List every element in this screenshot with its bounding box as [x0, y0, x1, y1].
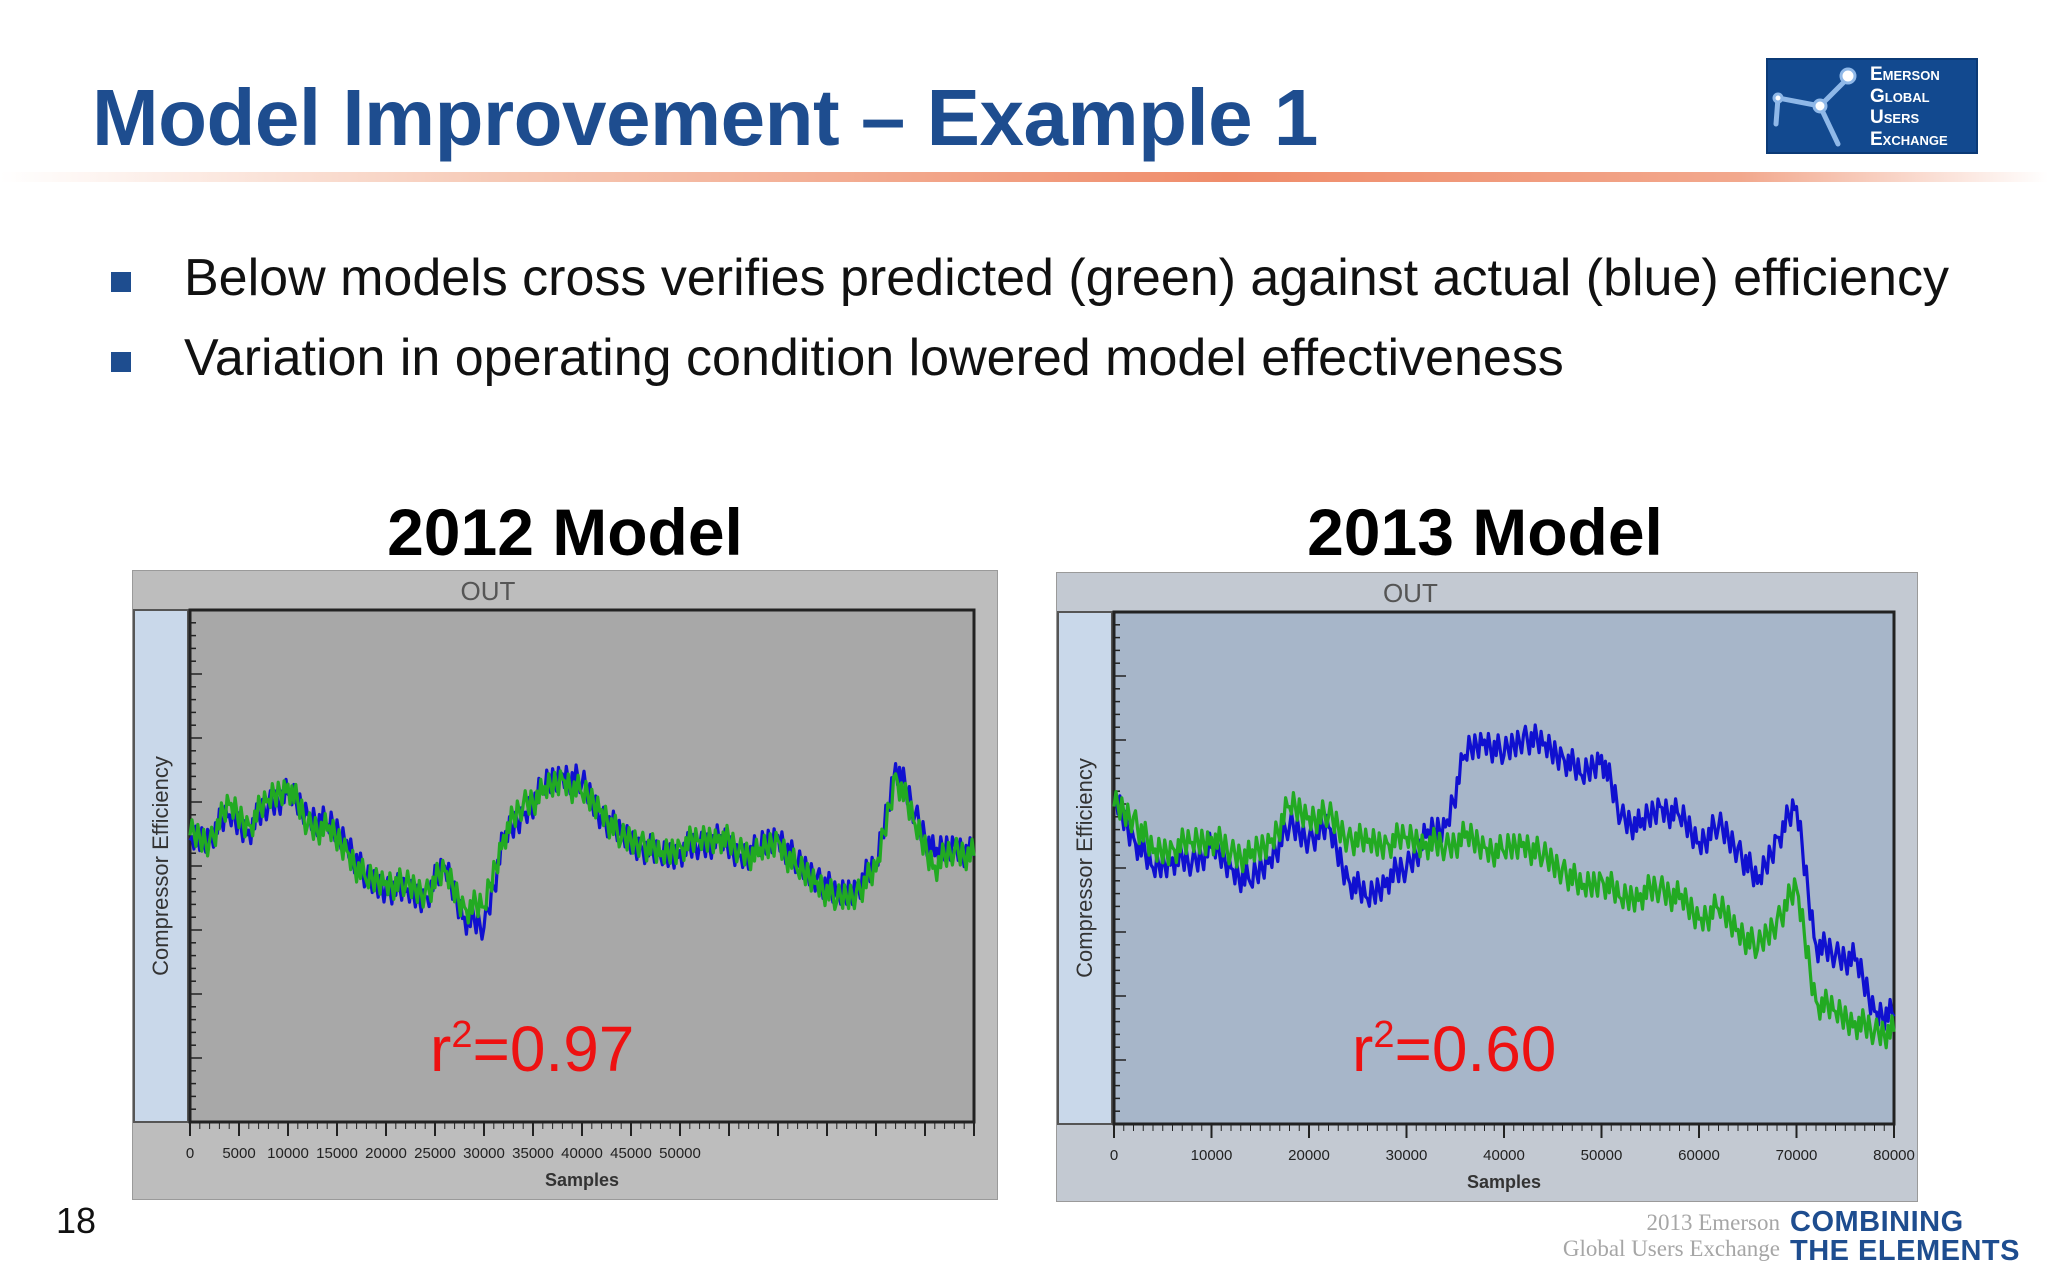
ylabel-band: [133, 609, 189, 1123]
footer-tagline: COMBINING THE ELEMENTS: [1790, 1208, 2020, 1266]
x-tick-label: 70000: [1776, 1147, 1818, 1164]
x-tick-label: 30000: [1386, 1147, 1428, 1164]
r2-annotation-2012: r2=0.97: [430, 1012, 634, 1086]
emerson-logo: Emerson Global Users Exchange: [1766, 58, 1978, 154]
chart-2013-model: OUT Compressor Efficiency 0 10000 20000 30000…: [1056, 572, 1918, 1202]
x-tick-label: 0: [186, 1145, 194, 1162]
x-tick-label: 50000: [659, 1145, 701, 1162]
series-line-actual: [1113, 723, 1896, 1032]
x-tick-label: 20000: [1288, 1147, 1330, 1164]
r2-annotation-2013: r2=0.60: [1352, 1012, 1556, 1086]
x-tick-label: 5000: [222, 1145, 255, 1162]
chart-title-2013: 2013 Model: [1307, 495, 1663, 569]
x-axis-label: Samples: [545, 1170, 619, 1190]
x-tick-label: 30000: [463, 1145, 505, 1162]
footer-line: Global Users Exchange: [1562, 1236, 1780, 1261]
x-tick-label: 40000: [561, 1145, 603, 1162]
x-axis-label: Samples: [1467, 1172, 1541, 1192]
bullet-item: Variation in operating condition lowered…: [108, 324, 1968, 392]
logo-line: Exchange: [1870, 128, 1948, 150]
x-tick-label: 0: [1110, 1147, 1118, 1164]
footer-tagline-line: THE ELEMENTS: [1790, 1235, 2020, 1267]
footer-tagline-line: COMBINING: [1790, 1206, 1964, 1238]
r2-sup: 2: [1373, 1014, 1395, 1056]
logo-line: Emerson: [1870, 64, 1940, 85]
r2-base: r: [1352, 1013, 1374, 1085]
plot-title: OUT: [460, 576, 515, 606]
x-tick-label: 35000: [512, 1145, 554, 1162]
x-tick-label: 50000: [1581, 1147, 1623, 1164]
x-tick-label: 15000: [316, 1145, 358, 1162]
r2-sup: 2: [451, 1014, 473, 1056]
x-tick-label: 40000: [1483, 1147, 1525, 1164]
y-axis-label: Compressor Efficiency: [1072, 758, 1097, 978]
logo-molecule-icon: [1772, 67, 1857, 147]
title-divider: [0, 172, 2048, 182]
x-tick-label: 60000: [1678, 1147, 1720, 1164]
chart-2012-model: OUT Compressor Efficiency 0 5000 10000 15000 2…: [132, 570, 998, 1200]
footer-line: 2013 Emerson: [1646, 1210, 1780, 1235]
logo-text: Emerson Global Users Exchange: [1870, 64, 1948, 150]
series-line-predicted: [188, 769, 976, 925]
y-axis-label: Compressor Efficiency: [148, 756, 173, 976]
x-tick-label: 20000: [365, 1145, 407, 1162]
r2-base: r: [430, 1013, 452, 1085]
footer-event-name: 2013 Emerson Global Users Exchange: [1563, 1210, 1780, 1262]
x-tick-label: 10000: [267, 1145, 309, 1162]
chart-svg: OUT Compressor Efficiency 0 10000 20000 30000…: [1056, 572, 1918, 1202]
x-tick-label: 10000: [1191, 1147, 1233, 1164]
series-line-predicted: [1112, 790, 1896, 1050]
x-tick-label: 80000: [1873, 1147, 1915, 1164]
slide-number: 18: [56, 1200, 97, 1241]
bullet-list: Below models cross verifies predicted (g…: [108, 244, 1968, 404]
r2-value: =0.97: [472, 1013, 635, 1085]
chart-title-2012: 2012 Model: [387, 495, 743, 569]
logo-line: Global: [1870, 85, 1930, 107]
chart-svg: OUT Compressor Efficiency 0 5000 10000 15000 2…: [132, 570, 998, 1200]
slide-title: Model Improvement – Example 1: [92, 73, 1318, 162]
x-tick-label: 45000: [610, 1145, 652, 1162]
bullet-item: Below models cross verifies predicted (g…: [108, 244, 1968, 312]
plot-title: OUT: [1383, 578, 1438, 608]
r2-value: =0.60: [1394, 1013, 1557, 1085]
ylabel-band: [1057, 611, 1113, 1125]
logo-line: Users: [1870, 107, 1920, 128]
x-tick-label: 25000: [414, 1145, 456, 1162]
